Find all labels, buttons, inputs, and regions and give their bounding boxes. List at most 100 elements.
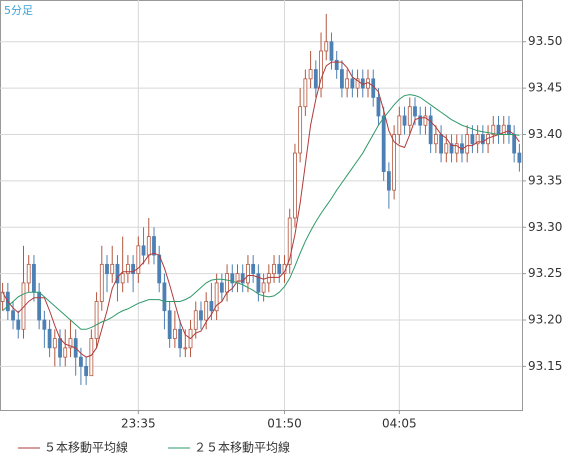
candle-body xyxy=(491,124,496,135)
candle-body xyxy=(350,78,355,89)
candle-body xyxy=(517,152,522,163)
candle-body xyxy=(402,115,407,126)
candle-body xyxy=(167,310,172,339)
candle-body xyxy=(407,106,412,126)
y-tick-label: 93.40 xyxy=(528,127,562,141)
candle-body xyxy=(89,338,94,377)
candle-body xyxy=(16,319,21,330)
candle-body xyxy=(178,328,182,349)
candle-body xyxy=(418,115,423,126)
candle-body xyxy=(470,134,475,145)
x-tick-label: 23:35 xyxy=(121,417,156,431)
candle-body xyxy=(230,273,235,284)
candle-body xyxy=(266,273,271,284)
candle-body xyxy=(308,69,313,80)
y-tick-label: 93.30 xyxy=(528,220,562,234)
candle-body xyxy=(193,310,198,330)
candle-body xyxy=(84,366,89,377)
candle-body xyxy=(397,115,402,135)
candle-body xyxy=(433,134,438,145)
candle-body xyxy=(319,50,323,89)
candle-body xyxy=(475,134,480,145)
candle-body xyxy=(287,217,292,265)
legend-label: ５本移動平均線 xyxy=(44,440,128,455)
candle-body xyxy=(272,263,276,275)
candle-body xyxy=(261,282,266,293)
candle-body xyxy=(47,328,52,349)
candle-body xyxy=(496,124,501,135)
ma-line xyxy=(2,94,520,330)
candle-body xyxy=(63,347,68,358)
candle-body xyxy=(329,41,334,61)
candle-body xyxy=(293,152,297,219)
candle-body xyxy=(183,347,188,350)
candle-body xyxy=(11,310,15,321)
candle-body xyxy=(381,115,386,173)
candle-body xyxy=(141,245,146,256)
candle-body xyxy=(37,291,42,321)
x-tick-label: 04:05 xyxy=(382,417,417,431)
candle-body xyxy=(298,106,303,154)
candle-body xyxy=(251,263,256,275)
candle-body xyxy=(507,124,511,135)
candle-body xyxy=(32,263,36,293)
grid xyxy=(0,0,522,410)
candle-body xyxy=(146,236,151,256)
y-tick-label: 93.20 xyxy=(528,313,562,327)
y-tick-label: 93.35 xyxy=(528,173,562,187)
candle-body xyxy=(99,263,104,302)
candle-body xyxy=(423,115,428,126)
candle-body xyxy=(371,78,376,98)
candle-body xyxy=(68,338,73,349)
candle-body xyxy=(105,263,109,275)
candle-body xyxy=(131,263,136,275)
candle-body xyxy=(303,78,308,108)
candle-body xyxy=(152,236,156,256)
candle-body xyxy=(334,59,339,70)
candle-body xyxy=(480,134,485,145)
candle-body xyxy=(256,273,261,293)
candle-body xyxy=(110,263,115,275)
candle-body xyxy=(204,301,209,321)
chart-title: 5分足 xyxy=(4,4,33,17)
candle-body xyxy=(376,96,381,117)
candle-body xyxy=(465,134,470,154)
candle-body xyxy=(199,310,203,321)
candle-body xyxy=(439,134,443,154)
candle-body xyxy=(26,263,31,284)
candle-body xyxy=(340,69,344,89)
candle-body xyxy=(209,301,214,312)
candle-body xyxy=(413,106,417,117)
candle-body xyxy=(136,245,141,275)
candle-body xyxy=(42,319,47,330)
candle-body xyxy=(313,69,318,89)
candle-body xyxy=(79,356,83,367)
candle-body xyxy=(246,263,250,284)
legend-label: ２５本移動平均線 xyxy=(194,440,290,455)
y-tick-label: 93.15 xyxy=(528,359,562,373)
candle-body xyxy=(240,273,245,284)
candle-body xyxy=(115,263,120,284)
candle-body xyxy=(428,115,433,145)
candle-body xyxy=(162,282,167,312)
candle-body xyxy=(157,254,162,284)
candle-body xyxy=(219,282,224,293)
candle-body xyxy=(355,78,360,89)
x-tick-label: 01:50 xyxy=(267,417,302,431)
ma-line xyxy=(2,61,520,358)
candle-body xyxy=(454,143,459,154)
candle-body xyxy=(512,134,517,154)
candle-body xyxy=(386,171,391,191)
candle-body xyxy=(277,263,282,275)
candle-body xyxy=(449,143,454,154)
candle-body xyxy=(392,134,397,191)
plot-frame xyxy=(0,0,523,411)
candle-body xyxy=(225,273,229,293)
candle-body xyxy=(324,41,329,52)
candle-body xyxy=(214,282,219,312)
y-tick-label: 93.45 xyxy=(528,81,562,95)
y-tick-label: 93.25 xyxy=(528,266,562,280)
candle-body xyxy=(125,263,130,275)
candle-body xyxy=(172,328,177,339)
